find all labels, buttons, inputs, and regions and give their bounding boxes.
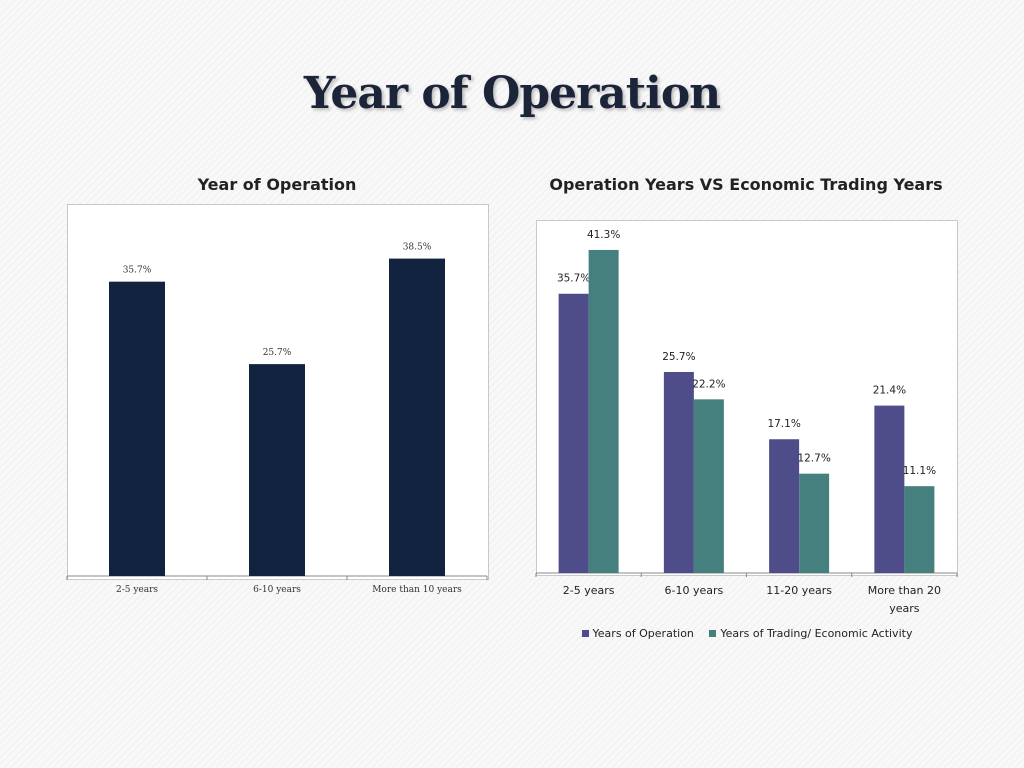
chart1-data-label-more-than-10-years: 38.5% [403, 243, 432, 253]
chart2-x-tick-label-line: More than 20 [868, 584, 941, 597]
chart2-x-tick-label-line: 11-20 years [766, 584, 832, 597]
legend-swatch-years-of-trading [709, 630, 717, 637]
chart2-data-label-years-of-trading-economic-activity-11-20-years: 12.7% [797, 453, 830, 465]
chart2-data-label-years-of-trading-economic-activity-6-10-years: 22.2% [692, 378, 725, 390]
chart2-title: Operation Years VS Economic Trading Year… [549, 175, 943, 194]
chart2-bar-years-of-operation-6-10-years [663, 371, 694, 573]
chart1-data-label-2-5-years: 35.7% [123, 266, 152, 276]
chart2-x-tick-label-line: 2-5 years [563, 584, 615, 597]
slide-title: Year of Operation [303, 68, 721, 119]
chart2-data-label-years-of-operation-6-10-years: 25.7% [662, 351, 695, 363]
chart2-bar-years-of-trading-economic-activity-2-5-years [588, 249, 619, 574]
chart2-bar-years-of-operation-11-20-years [769, 439, 800, 573]
chart2-x-tick-label-11-20-years: 11-20 years [766, 584, 832, 597]
chart1-bar-more-than-10-years [389, 258, 445, 576]
chart2-x-tick-label-line: years [889, 602, 920, 615]
chart2-x-tick-label-6-10-years: 6-10 years [665, 584, 724, 597]
legend-item-years-of-trading: Years of Trading/ Economic Activity [709, 627, 912, 640]
chart2-legend: Years of Operation Years of Trading/ Eco… [536, 627, 958, 640]
chart2-data-label-years-of-trading-economic-activity-2-5-years: 41.3% [587, 229, 620, 241]
legend-label-years-of-operation: Years of Operation [592, 627, 694, 640]
legend-label-years-of-trading: Years of Trading/ Economic Activity [720, 627, 913, 640]
chart1-x-tick-label-6-10-years: 6-10 years [253, 585, 301, 595]
legend-swatch-years-of-operation [581, 630, 589, 637]
chart2-bar-years-of-operation-2-5-years [558, 293, 589, 573]
chart2-x-tick-label-line: 6-10 years [665, 584, 724, 597]
chart2-bar-years-of-trading-economic-activity-11-20-years [799, 473, 830, 573]
chart2-data-label-years-of-operation-11-20-years: 17.1% [767, 418, 800, 430]
chart2-data-label-years-of-trading-economic-activity-more-than-20-years: 11.1% [903, 465, 936, 477]
chart2-x-tick-label-more-than-20-years: More than 20 years [868, 584, 941, 615]
chart1-x-tick-label-2-5-years: 2-5 years [116, 585, 158, 595]
chart2-data-label-years-of-operation-more-than-20-years: 21.4% [873, 385, 906, 397]
chart2-data-label-years-of-operation-2-5-years: 35.7% [557, 273, 590, 285]
chart2-x-tick-label-2-5-years: 2-5 years [563, 584, 615, 597]
chart1-title: Year of Operation [197, 175, 357, 194]
chart1-data-label-6-10-years: 25.7% [263, 348, 292, 358]
chart1-bar-6-10-years [249, 364, 305, 576]
chart2-bar-years-of-trading-economic-activity-6-10-years [693, 399, 724, 573]
chart2-bar-years-of-operation-more-than-20-years [874, 405, 905, 573]
chart2-bar-years-of-trading-economic-activity-more-than-20-years [904, 486, 935, 573]
legend-item-years-of-operation: Years of Operation [581, 627, 694, 640]
chart1-bar-2-5-years [109, 281, 165, 576]
chart1-x-tick-label-more-than-10-years: More than 10 years [372, 585, 462, 595]
